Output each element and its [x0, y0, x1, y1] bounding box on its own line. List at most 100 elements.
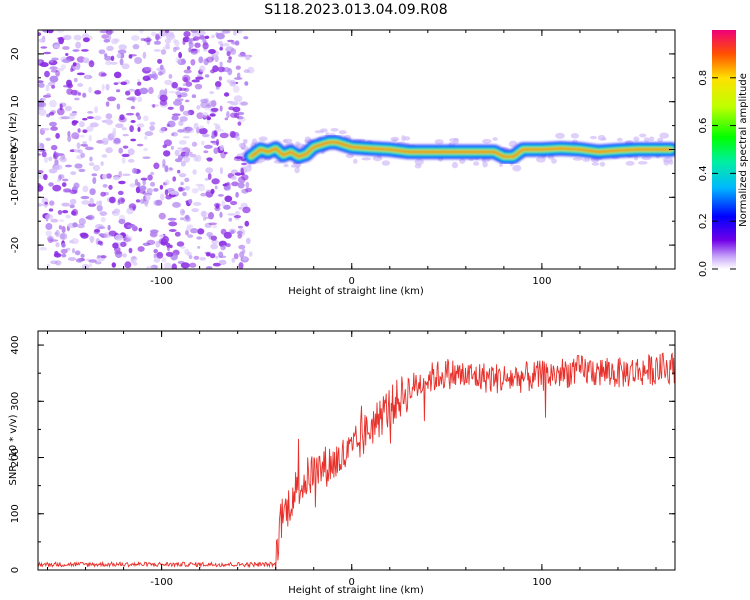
- noise-blob: [159, 94, 168, 102]
- noise-blob: [216, 32, 225, 40]
- noise-blob: [232, 85, 240, 93]
- noise-blob: [130, 120, 136, 123]
- noise-blob: [214, 206, 221, 212]
- noise-blob: [120, 241, 127, 247]
- noise-blob: [183, 30, 191, 38]
- noise-blob: [237, 182, 245, 189]
- noise-blob: [164, 79, 173, 86]
- noise-blob: [192, 201, 202, 206]
- noise-blob: [92, 164, 101, 172]
- noise-blob: [137, 79, 141, 82]
- noise-blob: [210, 188, 215, 195]
- noise-blob: [39, 246, 48, 251]
- noise-blob: [82, 37, 90, 43]
- noise-blob: [207, 173, 212, 180]
- noise-blob: [184, 177, 190, 183]
- noise-blob: [227, 39, 235, 43]
- noise-blob: [55, 152, 60, 158]
- noise-blob: [238, 142, 245, 148]
- noise-blob: [43, 173, 48, 181]
- noise-blob: [119, 58, 124, 66]
- noise-blob: [159, 184, 164, 190]
- noise-blob: [180, 262, 190, 269]
- noise-blob: [134, 57, 143, 64]
- noise-blob: [41, 128, 50, 131]
- noise-blob: [48, 208, 54, 212]
- noise-blob: [81, 200, 91, 205]
- noise-blob: [121, 63, 130, 70]
- noise-blob: [184, 185, 190, 191]
- colorbar-gradient: [712, 30, 736, 269]
- noise-blob: [182, 191, 187, 197]
- noise-blob: [78, 218, 86, 225]
- noise-blob: [101, 83, 105, 91]
- noise-blob: [146, 239, 156, 245]
- noise-blob: [46, 235, 54, 242]
- noise-blob: [210, 107, 219, 112]
- noise-blob: [69, 240, 74, 244]
- ridge-halo-blob: [338, 130, 347, 135]
- noise-blob: [232, 106, 241, 113]
- noise-blob: [88, 86, 92, 93]
- noise-blob: [228, 217, 233, 222]
- noise-blob: [105, 101, 110, 107]
- noise-blob: [233, 77, 243, 80]
- noise-blob: [215, 86, 220, 90]
- noise-blob: [71, 111, 78, 114]
- noise-blob: [190, 30, 198, 34]
- noise-blob: [86, 116, 94, 119]
- noise-blob: [88, 203, 96, 207]
- noise-blob: [208, 49, 216, 54]
- noise-blob: [233, 215, 241, 219]
- noise-blob: [178, 51, 183, 59]
- colorbar-tick-label: 0.0: [698, 261, 709, 277]
- noise-blob: [164, 165, 169, 173]
- noise-blob: [80, 253, 85, 258]
- noise-blob: [238, 116, 246, 123]
- noise-blob: [45, 223, 53, 230]
- ridge-halo-blob: [572, 157, 583, 161]
- noise-blob: [81, 49, 89, 52]
- noise-blob: [109, 196, 116, 204]
- noise-blob: [144, 135, 148, 140]
- noise-blob: [240, 101, 249, 106]
- noise-blob: [153, 249, 158, 254]
- noise-blob: [113, 175, 120, 181]
- noise-blob: [45, 230, 52, 237]
- noise-blob: [89, 188, 96, 196]
- noise-blob: [159, 64, 164, 71]
- noise-blob: [210, 243, 219, 250]
- noise-blob: [167, 106, 174, 110]
- ridge-halo-blob: [499, 163, 503, 167]
- noise-blob: [38, 80, 44, 84]
- y-tick-label: 200: [10, 448, 21, 467]
- noise-blob: [38, 108, 47, 116]
- noise-blob: [101, 120, 108, 123]
- noise-blob: [139, 185, 147, 191]
- noise-blob: [144, 66, 151, 72]
- noise-blob: [98, 226, 106, 230]
- noise-blob: [95, 200, 102, 206]
- noise-blob: [46, 92, 51, 97]
- noise-blob: [82, 185, 89, 193]
- noise-blob: [180, 151, 187, 157]
- noise-blob: [114, 250, 123, 255]
- noise-blob: [104, 119, 109, 124]
- noise-blob: [153, 40, 161, 45]
- noise-blob: [183, 69, 192, 74]
- noise-blob: [211, 239, 219, 244]
- noise-blob: [216, 138, 219, 147]
- noise-blob: [71, 210, 77, 216]
- noise-blob: [214, 55, 219, 63]
- ridge-halo-blob: [254, 160, 263, 164]
- noise-blob: [247, 66, 255, 74]
- noise-blob: [182, 39, 186, 45]
- noise-blob: [199, 65, 206, 73]
- noise-blob: [38, 32, 42, 36]
- noise-blob: [238, 244, 246, 250]
- ridge-halo-blob: [625, 160, 635, 166]
- noise-blob: [204, 74, 210, 78]
- ridge-halo-blob: [649, 136, 655, 142]
- noise-blob: [152, 104, 156, 108]
